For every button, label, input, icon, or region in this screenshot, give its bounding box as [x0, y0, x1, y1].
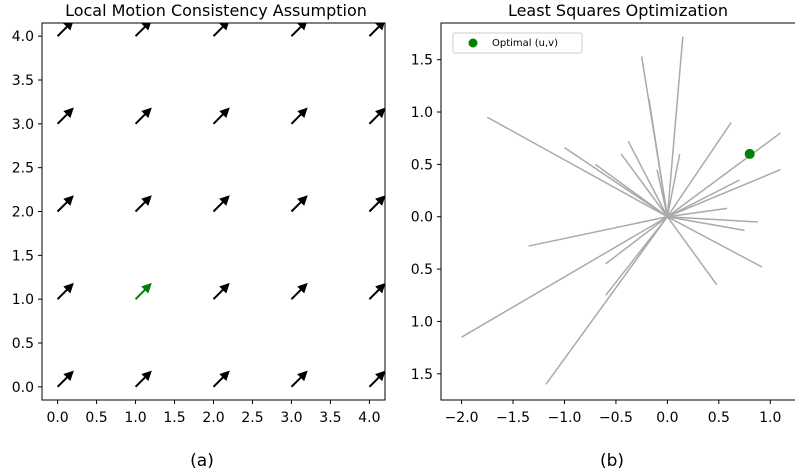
x-tick-label: −1.5	[496, 410, 530, 426]
flow-arrow	[368, 370, 385, 388]
flow-arrow	[134, 195, 152, 213]
flow-arrow	[368, 107, 385, 125]
flow-arrow	[134, 23, 152, 37]
constraint-line	[648, 98, 669, 217]
x-tick-label: −2.0	[445, 410, 479, 426]
constraint-line	[627, 140, 669, 218]
x-tick-label: 3.0	[280, 410, 302, 426]
x-tick-label: 1.5	[163, 410, 185, 426]
flow-arrow	[290, 23, 308, 37]
constraint-line	[620, 153, 668, 218]
flow-arrow	[56, 282, 74, 300]
constraint-line	[667, 179, 740, 218]
legend: Optimal (u,v)	[452, 32, 583, 54]
constraint-line	[605, 216, 668, 265]
x-tick-label: −0.5	[599, 410, 633, 426]
constraint-line	[667, 207, 728, 218]
panel-b-frame	[440, 22, 795, 401]
panel-a-arrows	[56, 23, 385, 388]
constraint-line	[667, 168, 781, 218]
constraint-line	[666, 36, 684, 217]
panel-b-constraint-lines	[461, 36, 782, 385]
constraint-line	[545, 216, 668, 385]
flow-arrow	[212, 370, 230, 388]
flow-arrow	[290, 282, 308, 300]
flow-arrow	[290, 195, 308, 213]
panel-b-x-axis: −2.0 −1.5 −1.0 −0.5 0.0 0.5 1.0	[445, 400, 781, 426]
y-tick-label: 0.5	[12, 336, 34, 352]
x-tick-label: 3.5	[319, 410, 341, 426]
panel-a-x-axis: 0.0 0.5 1.0 1.5 2.0 2.5 3.0 3.5 4.0	[46, 400, 381, 426]
y-tick-label: 0.5	[411, 262, 433, 278]
legend-marker	[468, 38, 478, 48]
flow-arrow	[368, 282, 385, 300]
constraint-line	[486, 116, 668, 218]
optimal-point	[744, 148, 755, 159]
x-tick-label: 1.0	[124, 410, 146, 426]
y-tick-label: 1.5	[411, 53, 433, 69]
y-tick-label: 3.5	[12, 73, 34, 89]
constraint-line	[667, 216, 763, 268]
flow-arrow	[56, 370, 74, 388]
panel-b: Least Squares Optimization Optimal (u,v)…	[411, 1, 795, 471]
flow-arrow	[368, 195, 385, 213]
y-tick-label: 1.0	[12, 292, 34, 308]
x-tick-label: −1.0	[547, 410, 581, 426]
constraint-line	[666, 153, 681, 217]
y-tick-label: 0.5	[411, 157, 433, 173]
y-tick-label: 0.0	[12, 380, 34, 396]
panel-b-title: Least Squares Optimization	[508, 1, 728, 20]
x-tick-label: 2.0	[202, 410, 224, 426]
panel-a: Local Motion Consistency Assumption 0.0 0…	[12, 1, 386, 471]
x-tick-label: 4.0	[358, 410, 380, 426]
flow-arrow	[56, 23, 74, 37]
flow-arrow	[212, 195, 230, 213]
flow-arrow	[290, 107, 308, 125]
x-tick-label: 2.5	[241, 410, 263, 426]
y-tick-label: 4.0	[12, 29, 34, 45]
constraint-line	[594, 163, 668, 218]
x-tick-label: 0.0	[46, 410, 68, 426]
y-tick-label: 1.5	[12, 248, 34, 264]
constraint-line	[528, 216, 668, 247]
y-tick-label: 3.0	[12, 117, 34, 133]
constraint-line	[666, 216, 718, 286]
flow-arrow	[56, 107, 74, 125]
constraint-line	[564, 146, 668, 218]
panel-a-y-axis: 0.0 0.5 1.0 1.5 2.0 2.5 3.0 3.5 4.0	[12, 29, 42, 396]
flow-arrow	[368, 23, 385, 37]
panel-a-caption: (a)	[190, 451, 214, 471]
panel-b-y-axis: 1.5 1.0 0.5 0.0 0.5 1.0 1.5	[411, 53, 441, 383]
highlight-arrow	[134, 282, 152, 300]
x-tick-label: 0.0	[656, 410, 678, 426]
flow-arrow	[212, 23, 230, 37]
y-tick-label: 2.0	[12, 205, 34, 221]
y-tick-label: 1.0	[411, 314, 433, 330]
y-tick-label: 0.0	[411, 210, 433, 226]
flow-arrow	[134, 370, 152, 388]
legend-label: Optimal (u,v)	[492, 38, 558, 49]
y-tick-label: 2.5	[12, 161, 34, 177]
constraint-line	[667, 215, 758, 223]
flow-arrow	[212, 282, 230, 300]
constraint-line	[667, 215, 745, 232]
x-tick-label: 0.5	[85, 410, 107, 426]
flow-arrow	[290, 370, 308, 388]
flow-arrow	[212, 107, 230, 125]
panel-b-optimal-layer	[744, 148, 755, 159]
constraint-line	[461, 216, 668, 338]
constraint-line	[666, 122, 732, 218]
panel-a-title: Local Motion Consistency Assumption	[65, 1, 367, 20]
y-tick-label: 1.0	[411, 105, 433, 121]
panel-b-caption: (b)	[600, 451, 624, 471]
x-tick-label: 0.5	[708, 410, 730, 426]
y-tick-label: 1.5	[411, 367, 433, 383]
constraint-line	[666, 132, 782, 218]
flow-arrow	[56, 195, 74, 213]
legend-box	[452, 32, 583, 54]
flow-arrow	[134, 107, 152, 125]
constraint-line	[656, 169, 669, 217]
x-tick-label: 1.0	[759, 410, 781, 426]
